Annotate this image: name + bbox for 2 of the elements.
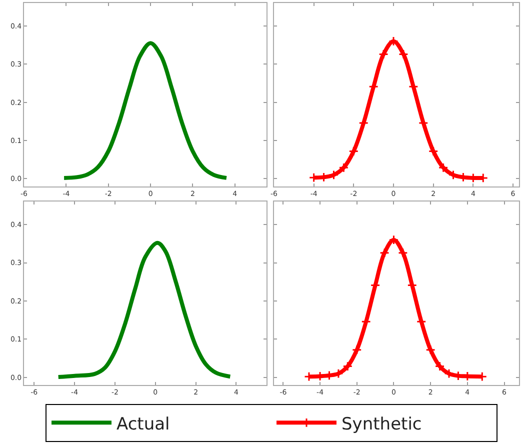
legend-label: Synthetic — [342, 414, 422, 434]
legend-label: Actual — [116, 414, 170, 434]
